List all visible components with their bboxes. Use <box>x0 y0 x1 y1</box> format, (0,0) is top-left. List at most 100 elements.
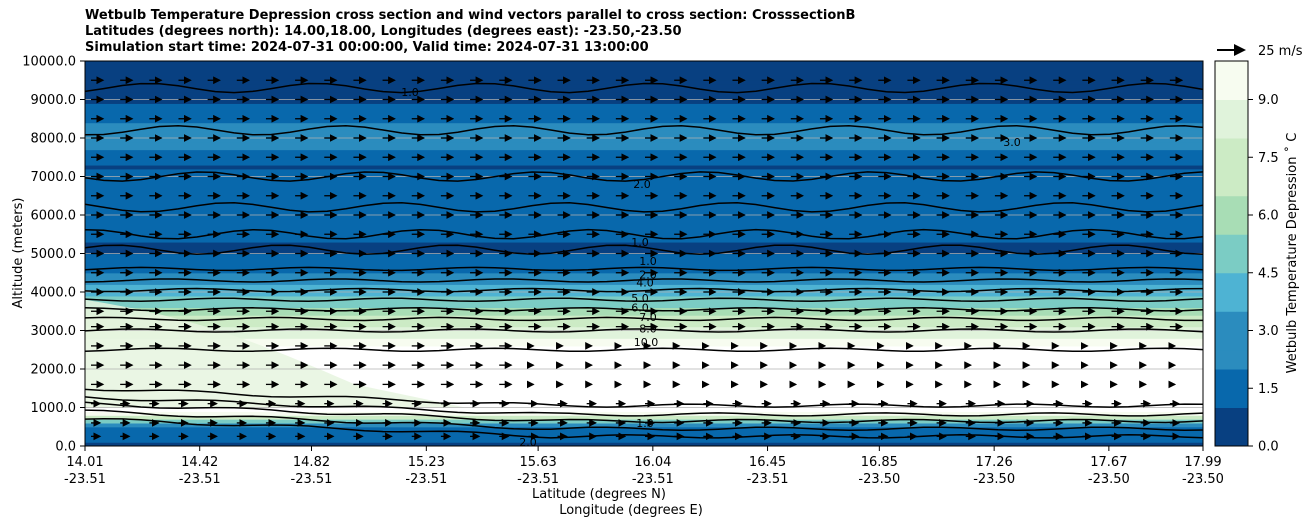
contour-band <box>85 191 1203 197</box>
x-tick-label-lat: 15.63 <box>520 455 557 470</box>
colorbar-band <box>1215 138 1248 158</box>
contour-band <box>85 157 1203 162</box>
contour-band <box>85 419 1203 424</box>
colorbar-tick-label: 9.0 <box>1258 93 1279 108</box>
contour-band <box>85 118 1203 124</box>
contour-band <box>85 241 1203 247</box>
contour-band <box>85 407 1203 412</box>
contour-band <box>85 107 1203 112</box>
contour-band <box>85 349 1203 355</box>
contour-band <box>85 87 1203 93</box>
contour-band <box>85 149 1203 154</box>
contour-band <box>85 68 1203 74</box>
contour-band <box>85 372 1203 378</box>
contour-label: 1.0 <box>401 86 419 99</box>
contour-band <box>85 80 1203 85</box>
contour-line <box>85 202 1203 213</box>
contour-band <box>85 164 1203 170</box>
x-axis: 14.01 -23.51 14.42 -23.51 14.82 -23.51 15.23 -2… <box>64 446 1224 487</box>
contour-band <box>85 230 1203 235</box>
contour-band <box>85 61 1203 66</box>
chart-title-line-1: Wetbulb Temperature Depression cross sec… <box>85 8 856 23</box>
contour-band <box>85 318 1203 324</box>
colorbar-band <box>1215 369 1248 389</box>
x-tick-label-lat: 16.85 <box>861 455 898 470</box>
contour-band <box>85 218 1203 224</box>
contour-band <box>85 276 1203 282</box>
x-tick-label-lat: 14.01 <box>66 455 103 470</box>
chart-title-line-2: Latitudes (degrees north): 14.00,18.00, … <box>85 24 682 39</box>
contour-band <box>85 303 1203 308</box>
contour-label: 2.0 <box>519 436 537 449</box>
contour-band <box>85 353 1203 359</box>
y-axis: 0.0 1000.0 2000.0 3000.0 4000.0 5000.0 6000.0 7… <box>22 55 85 455</box>
colorbar-band <box>1215 272 1248 293</box>
contour-band <box>85 422 1203 428</box>
contour-band <box>85 434 1203 439</box>
contour-label: 2.0 <box>633 178 651 191</box>
colorbar: 0.0 1.5 3.0 4.5 6.0 7.5 9.0 Wetbulb Temperatur… <box>1214 60 1300 455</box>
x-tick-label-lat: 14.42 <box>181 455 218 470</box>
colorbar-band <box>1215 253 1248 274</box>
contour-line <box>85 244 1203 256</box>
y-tick-label: 4000.0 <box>31 286 77 301</box>
colorbar-band <box>1215 311 1248 331</box>
contour-band <box>85 292 1203 297</box>
colorbar-frame <box>1214 60 1249 447</box>
contour-band <box>85 91 1203 97</box>
wind-key: 25 m/s <box>1217 44 1303 59</box>
contour-band <box>85 203 1203 208</box>
colorbar-ticks: 0.0 1.5 3.0 4.5 6.0 7.5 9.0 <box>1248 93 1279 455</box>
colorbar-band <box>1215 176 1248 197</box>
x-axis-label-lon: Longitude (degrees E) <box>559 503 703 518</box>
contour-band <box>85 188 1203 193</box>
x-tick-label-lon: -23.51 <box>747 472 789 487</box>
contour-label: 2.0 <box>639 269 657 282</box>
colorbar-tick-label: 7.5 <box>1258 151 1279 166</box>
contour-label: 7.0 <box>639 311 657 324</box>
contour-band <box>85 195 1203 201</box>
x-tick-label-lat: 16.45 <box>749 455 786 470</box>
contour-label: 1.0 <box>631 236 649 249</box>
contour-band <box>85 145 1203 151</box>
colorbar-band <box>1215 118 1248 139</box>
colorbar-tick-label: 0.0 <box>1258 440 1279 455</box>
contour-band <box>85 103 1203 108</box>
contour-band <box>85 411 1203 416</box>
contour-band <box>85 141 1203 147</box>
colorbar-band <box>1215 349 1248 370</box>
y-tick-label: 6000.0 <box>31 209 77 224</box>
y-tick-label: 3000.0 <box>31 324 77 339</box>
contour-band <box>85 99 1203 104</box>
y-tick-label: 2000.0 <box>31 363 77 378</box>
y-tick-label: 5000.0 <box>31 247 77 262</box>
colorbar-tick-label: 3.0 <box>1258 324 1279 339</box>
contour-line <box>85 328 1203 333</box>
contour-band <box>85 172 1203 178</box>
contour-line <box>85 171 1203 182</box>
contour-band <box>85 226 1203 231</box>
contour-band <box>85 176 1203 181</box>
contour-line <box>85 307 1203 312</box>
colorbar-band <box>1215 157 1248 177</box>
contour-band <box>85 76 1203 81</box>
contour-band <box>85 245 1203 251</box>
contour-band <box>85 338 1203 343</box>
contour-band <box>85 376 1203 382</box>
contour-label: 1.0 <box>636 417 654 430</box>
colorbar-band <box>1215 215 1248 235</box>
contour-label: 5.0 <box>631 292 649 305</box>
colorbar-tick-label: 4.5 <box>1258 266 1279 281</box>
colorbar-band <box>1215 234 1248 254</box>
plot-area: 1.01.02.04.05.06.07.08.010.02.03.01.02.0… <box>85 61 1203 449</box>
contour-band <box>85 334 1203 339</box>
x-tick-label-lon: -23.51 <box>517 472 559 487</box>
contour-band <box>85 161 1203 166</box>
contour-label: 3.0 <box>1003 136 1021 149</box>
y-tick-label: 1000.0 <box>31 401 77 416</box>
contour-band <box>85 322 1203 328</box>
y-tick-label: 8000.0 <box>31 132 77 147</box>
x-tick-label-lon: -23.51 <box>405 472 447 487</box>
colorbar-tick-label: 6.0 <box>1258 209 1279 224</box>
